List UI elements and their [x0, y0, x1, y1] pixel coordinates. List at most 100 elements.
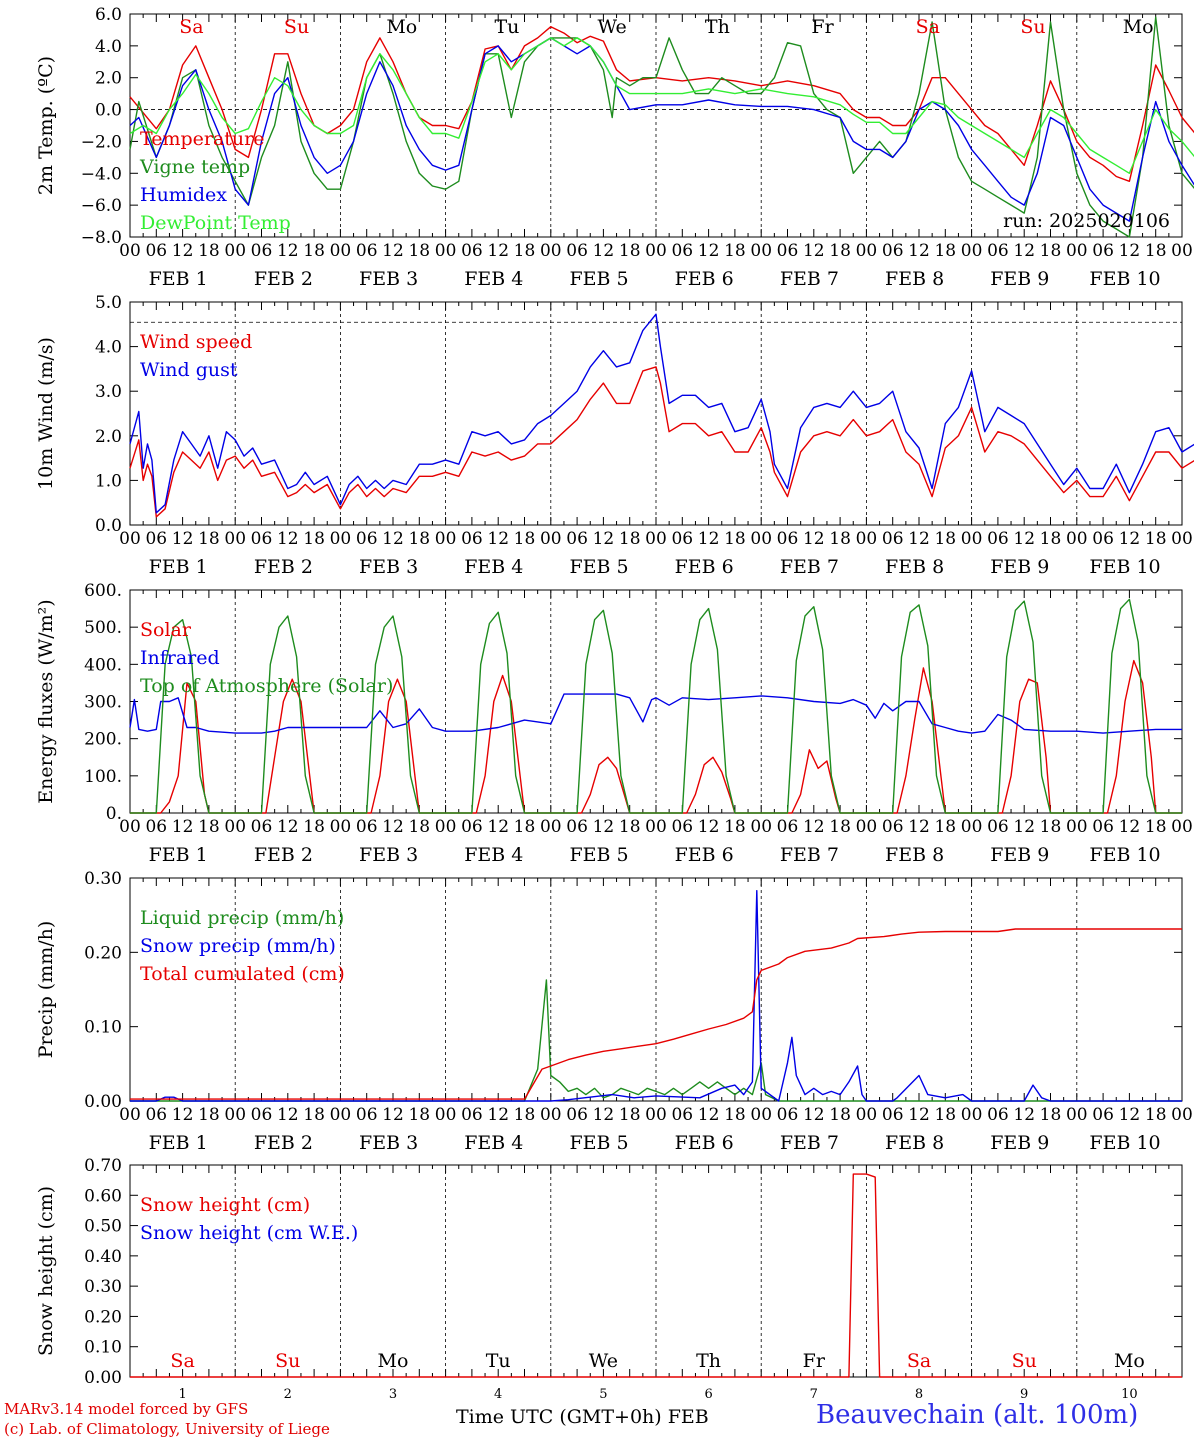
weekday-label: Su: [1020, 16, 1045, 38]
hour-tick-label: 06: [356, 1105, 378, 1125]
date-label: FEB 4: [464, 556, 523, 578]
hour-tick-label: 12: [803, 1105, 825, 1125]
date-label: FEB 10: [1089, 844, 1160, 866]
panel-4: 0.30 0.20 0.10 0.00 Precip (mm/h) Liquid prec…: [35, 869, 1193, 1154]
date-label: FEB 4: [464, 1132, 523, 1154]
x-axis-title: Time UTC (GMT+0h) FEB: [456, 1406, 709, 1428]
hour-tick-label: 18: [1145, 529, 1167, 549]
legend-entry: Liquid precip (mm/h): [140, 907, 344, 929]
weekday-label-bottom: Mo: [1114, 1350, 1145, 1372]
hour-tick-label: 00: [119, 1105, 141, 1125]
date-label: FEB 10: [1089, 556, 1160, 578]
footer-model-text: MARv3.14 model forced by GFS: [4, 1400, 249, 1418]
hour-tick-label: 06: [777, 529, 799, 549]
weekday-label: Mo: [1123, 16, 1154, 38]
hour-tick-label: 06: [1092, 817, 1114, 837]
hour-tick-label: 12: [593, 1105, 615, 1125]
hour-tick-label: 18: [934, 817, 956, 837]
hour-tick-label: 12: [698, 241, 720, 261]
weekday-label: Fr: [811, 16, 834, 38]
y-axis-label: 10m Wind (m/s): [35, 337, 57, 490]
hour-tick-label: 00: [540, 529, 562, 549]
y-tick-label: 500.: [84, 618, 122, 638]
date-label: FEB 3: [359, 844, 418, 866]
hour-tick-label: 12: [908, 1105, 930, 1125]
date-label: FEB 8: [885, 268, 944, 290]
hour-tick-label: 18: [198, 241, 220, 261]
hour-tick-label: 18: [829, 1105, 851, 1125]
hour-tick-label: 06: [671, 1105, 693, 1125]
legend-entry: Infrared: [140, 647, 220, 669]
hour-tick-label: 00: [330, 241, 352, 261]
hour-tick-label: 12: [277, 1105, 299, 1125]
series-line-infrared: [129, 693, 1182, 734]
hour-tick-label: 12: [172, 1105, 194, 1125]
hour-tick-label: 00: [1066, 529, 1088, 549]
hour-tick-label: 00: [224, 529, 246, 549]
hour-tick-label: 00: [645, 1105, 667, 1125]
day-number-label: 8: [915, 1387, 923, 1402]
hour-tick-label: 00: [645, 817, 667, 837]
hour-tick-label: 00: [435, 1105, 457, 1125]
hour-tick-label: 18: [303, 817, 325, 837]
y-axis-label: 2m Temp. (ºC): [35, 56, 57, 195]
panel-3: 600. 500. 400. 300. 200. 100. 0. Energy fluxes …: [35, 581, 1193, 866]
hour-tick-label: 06: [671, 529, 693, 549]
hour-tick-label: 06: [251, 529, 273, 549]
hour-tick-label: 00: [119, 817, 141, 837]
hour-tick-label: 00: [1171, 529, 1193, 549]
date-label: FEB 6: [675, 268, 734, 290]
hour-tick-label: 06: [987, 817, 1009, 837]
hour-tick-label: 00: [961, 241, 983, 261]
y-tick-label: 200.: [84, 730, 122, 750]
y-tick-label: 100.: [84, 767, 122, 787]
hour-tick-label: 06: [671, 241, 693, 261]
run-label: run: 2025020106: [1003, 210, 1170, 232]
hour-tick-label: 12: [382, 1105, 404, 1125]
hour-tick-label: 18: [1040, 1105, 1062, 1125]
y-tick-label: 4.0: [95, 37, 122, 57]
y-tick-label: 400.: [84, 655, 122, 675]
y-tick-label: 0.30: [84, 1277, 122, 1297]
weekday-label-bottom: Th: [696, 1350, 721, 1372]
hour-tick-label: 00: [435, 529, 457, 549]
series-line-total-cumulated-cm-: [130, 928, 1182, 1100]
weekday-label: Su: [284, 16, 309, 38]
hour-tick-label: 12: [487, 241, 509, 261]
y-tick-label: 600.: [84, 581, 122, 601]
hour-tick-label: 00: [1066, 817, 1088, 837]
hour-tick-label: 00: [119, 241, 141, 261]
date-label: FEB 1: [149, 556, 208, 578]
hour-tick-label: 18: [724, 1105, 746, 1125]
y-tick-label: −2.0: [81, 132, 122, 152]
hour-tick-label: 18: [934, 241, 956, 261]
hour-tick-label: 12: [382, 241, 404, 261]
hour-tick-label: 06: [566, 529, 588, 549]
hour-tick-label: 18: [408, 1105, 430, 1125]
series-line-wind-speed: [129, 366, 1194, 518]
hour-tick-label: 06: [987, 529, 1009, 549]
series-line-vigne-temp: [129, 16, 1194, 238]
hour-tick-label: 18: [619, 817, 641, 837]
hour-tick-label: 18: [1145, 1105, 1167, 1125]
date-label: FEB 5: [569, 556, 628, 578]
hour-tick-label: 06: [461, 1105, 483, 1125]
y-tick-label: 0.00: [84, 1092, 122, 1112]
day-number-label: 5: [599, 1387, 607, 1402]
weekday-label: Sa: [179, 16, 203, 38]
panel-5: 0.70 0.60 0.50 0.40 0.30 0.20 0.10 0.00 Snow hei…: [35, 1156, 1183, 1402]
hour-tick-label: 12: [382, 529, 404, 549]
day-number-label: 6: [704, 1387, 712, 1402]
hour-tick-label: 12: [593, 241, 615, 261]
hour-tick-label: 06: [1092, 241, 1114, 261]
hour-tick-label: 12: [1013, 817, 1035, 837]
y-tick-label: 2.0: [95, 69, 122, 89]
hour-tick-label: 06: [461, 241, 483, 261]
hour-tick-label: 06: [356, 241, 378, 261]
hour-tick-label: 12: [698, 1105, 720, 1125]
y-tick-label: 0.30: [84, 869, 122, 889]
date-label: FEB 10: [1089, 268, 1160, 290]
hour-tick-label: 18: [724, 241, 746, 261]
weekday-label-bottom: Tu: [486, 1350, 511, 1372]
series-line-wind-gust: [129, 313, 1194, 514]
